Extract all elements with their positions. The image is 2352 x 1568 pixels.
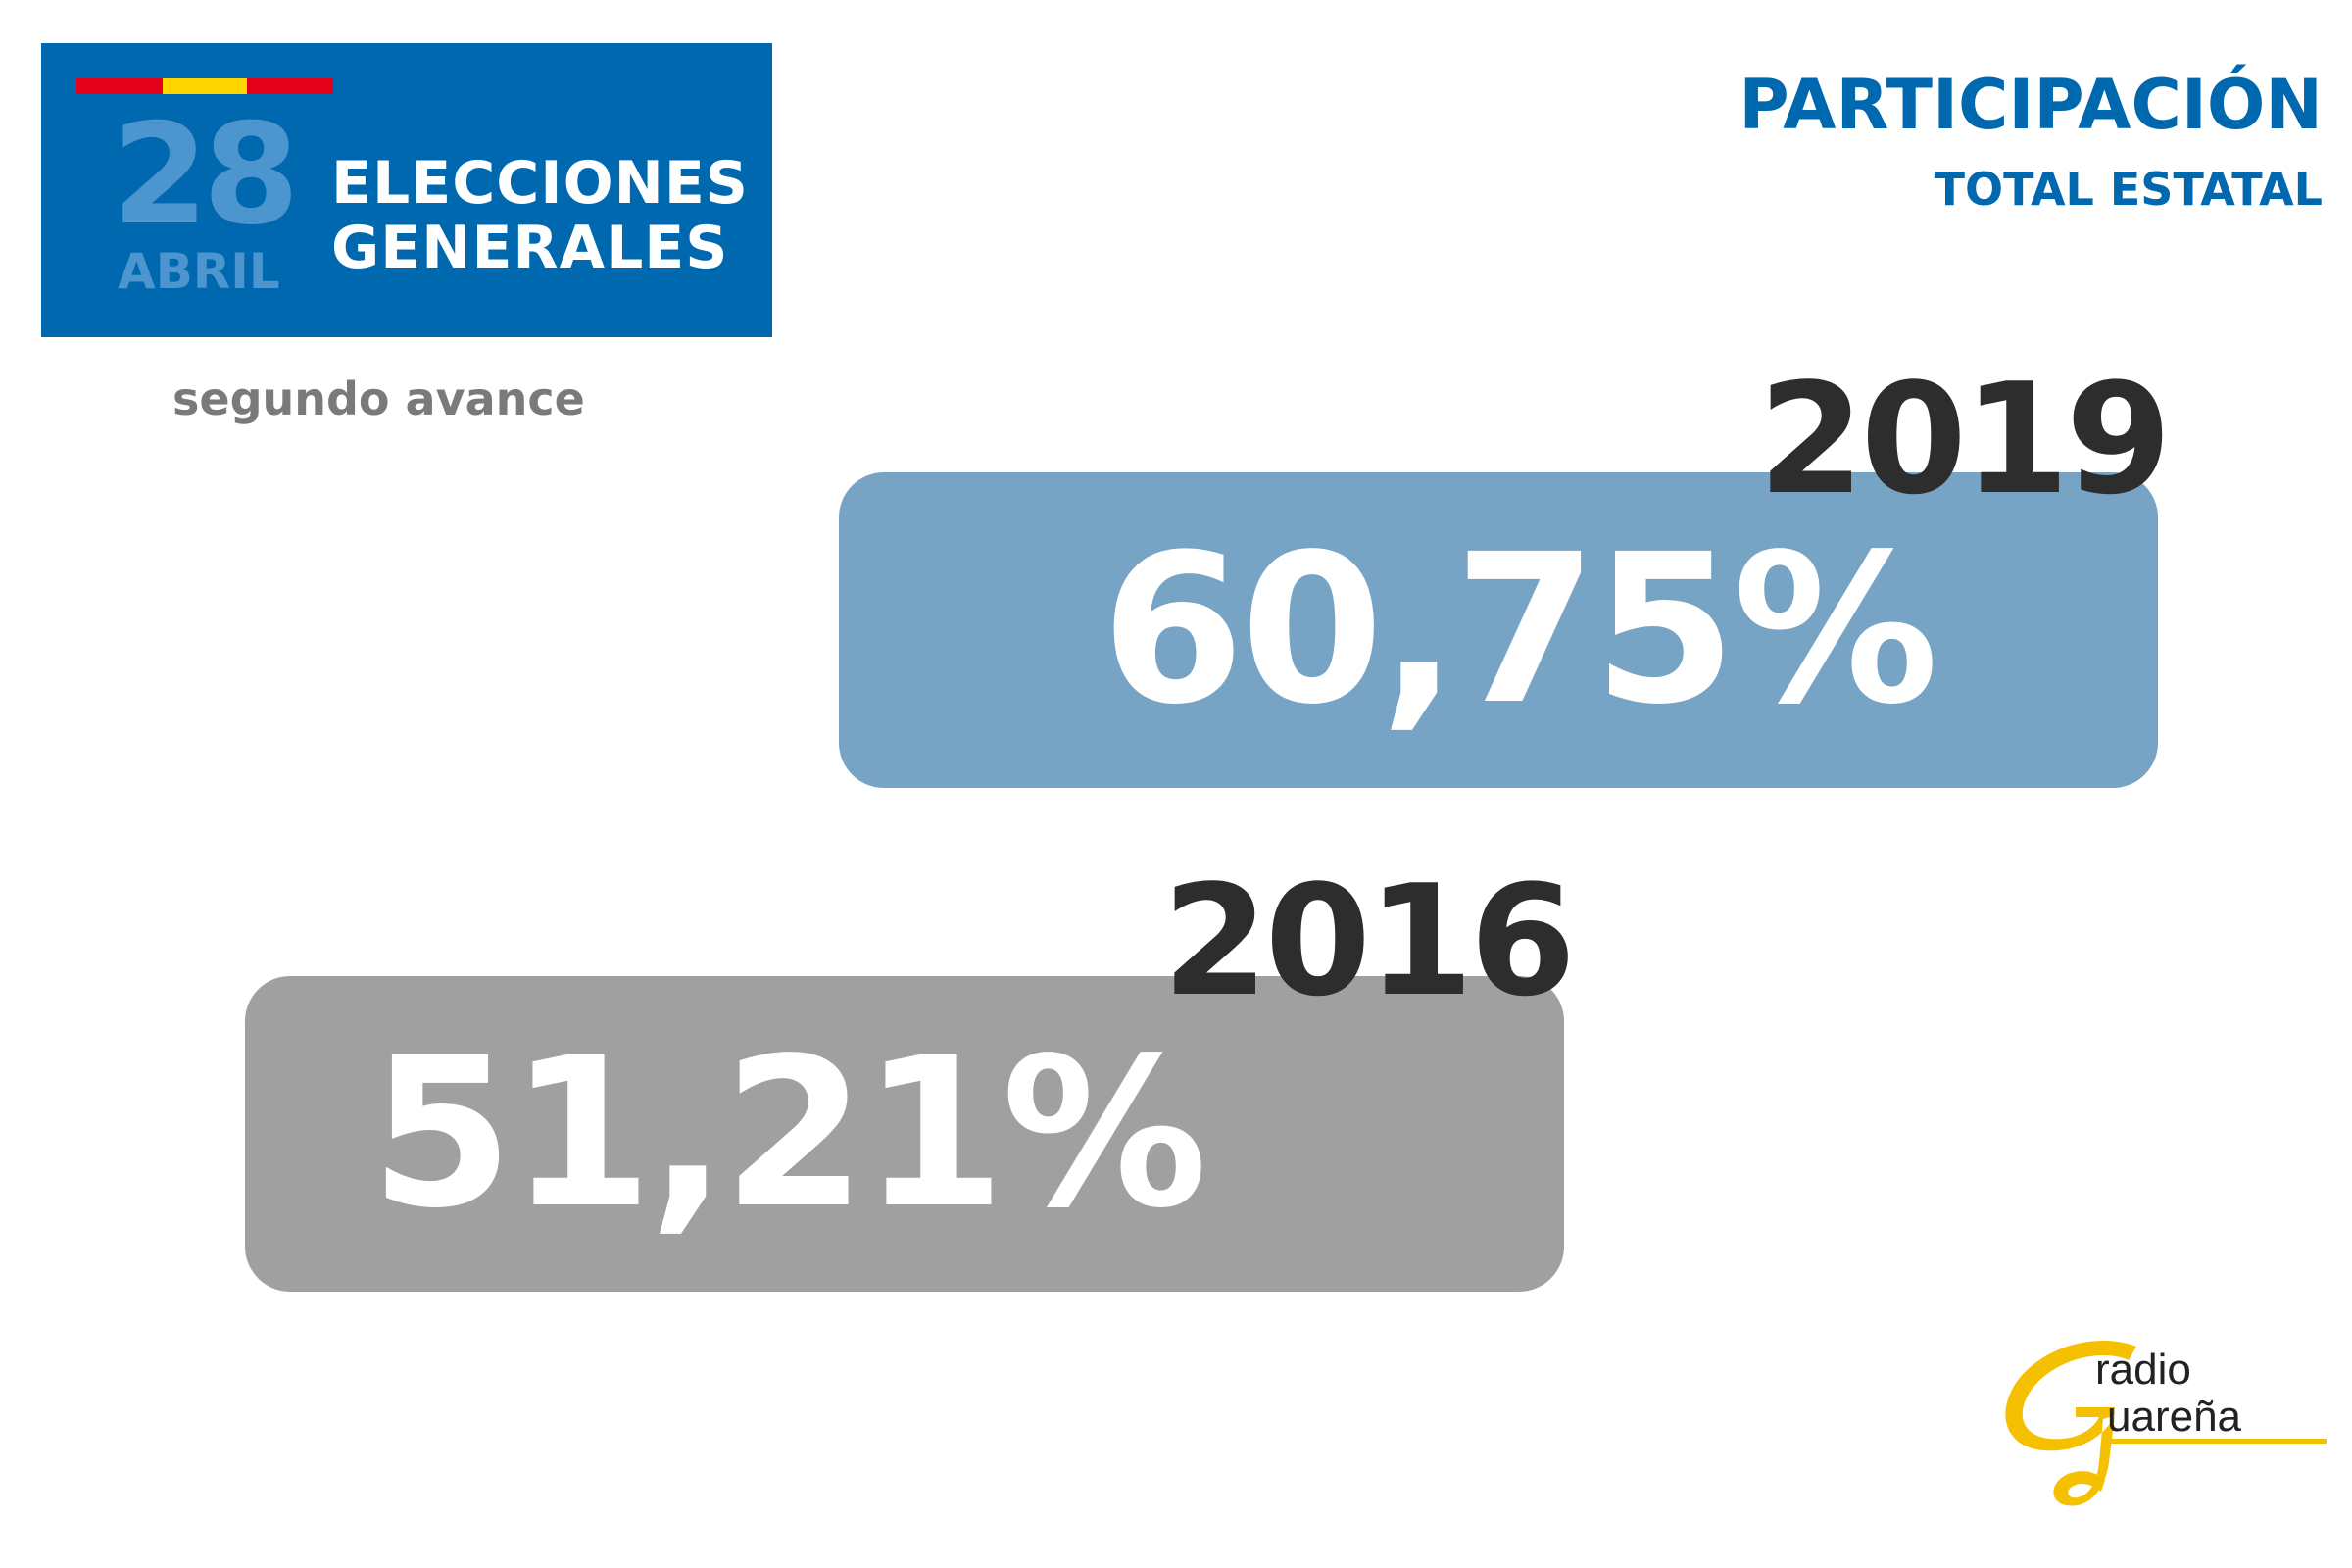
data-label-2019: 60,75%	[1101, 510, 1939, 750]
data-label-2016: 51,21%	[369, 1013, 1208, 1253]
election-day: 28	[112, 94, 300, 256]
flag-stripe-red-left	[76, 78, 163, 94]
chart-title: PARTICIPACIÓN	[1739, 65, 2323, 145]
logo-text-line1: radio	[2095, 1346, 2191, 1394]
logo-underline	[2107, 1439, 2327, 1444]
progress-subtitle: segundo avance	[172, 372, 585, 425]
bar-2016: 51,21%	[245, 976, 1564, 1292]
election-header-box: 28 ABRIL ELECCIONES GENERALES	[41, 43, 772, 337]
radio-guarena-logo: radio uareña	[2005, 1340, 2327, 1506]
election-title-line2: GENERALES	[331, 214, 729, 282]
election-month: ABRIL	[118, 243, 280, 300]
flag-stripe-yellow	[163, 78, 247, 94]
category-label-2016: 2016	[1162, 852, 1576, 1030]
logo-text-line2: uareña	[2107, 1393, 2242, 1441]
election-title-line1: ELECCIONES	[331, 149, 750, 218]
spanish-flag-stripe	[76, 78, 333, 94]
bar-2019: 60,75%	[839, 472, 2158, 788]
election-title: ELECCIONES GENERALES	[331, 151, 749, 280]
logo-g-swoosh-icon	[2005, 1340, 2136, 1506]
chart-subtitle: TOTAL ESTATAL	[1934, 163, 2323, 216]
flag-stripe-red-right	[247, 78, 333, 94]
category-label-2019: 2019	[1758, 350, 2172, 528]
